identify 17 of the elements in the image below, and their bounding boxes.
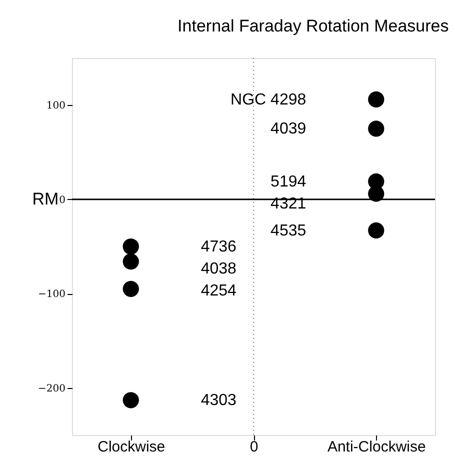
y-tick-label: −100: [38, 289, 66, 300]
annotation: 5194: [270, 173, 306, 190]
annotation: 4303: [200, 392, 237, 410]
x-tick-label: 0: [250, 438, 258, 456]
annotation: 4535: [270, 222, 306, 240]
annotation: 4254: [200, 282, 237, 300]
chart-title: Internal Faraday Rotation Measures: [178, 16, 449, 36]
y-tick-label: 0: [59, 194, 66, 206]
annotation: NGC 4298: [230, 91, 306, 108]
x-tick-label: Clockwise: [98, 438, 166, 456]
y-tick-label: −200: [38, 383, 66, 394]
y-axis-title: RM: [32, 190, 59, 208]
x-tick-label: Anti-Clockwise: [327, 438, 426, 456]
annotation: 4038: [200, 260, 237, 278]
y-tick-label: 100: [46, 100, 66, 112]
annotation: 4736: [200, 238, 237, 256]
annotation: 4039: [270, 120, 306, 138]
